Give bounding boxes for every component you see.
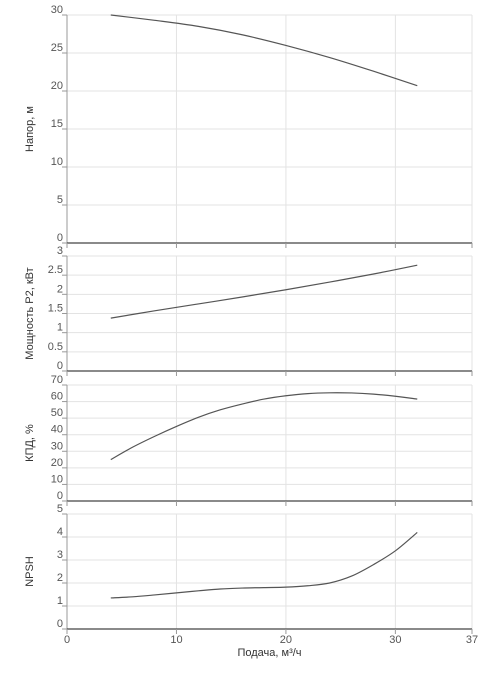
- y-tick-label: 1: [57, 595, 63, 607]
- y-tick-label: 5: [57, 194, 63, 206]
- y-tick-label: 4: [57, 526, 63, 538]
- y-tick-label: 25: [51, 42, 63, 54]
- y-tick-label: 40: [51, 424, 63, 436]
- series-line: [110, 392, 418, 461]
- y-axis-label: Мощность P2, кВт: [24, 267, 36, 359]
- y-tick-label: 50: [51, 407, 63, 419]
- y-tick-label: 70: [51, 374, 63, 386]
- series-line: [110, 14, 418, 87]
- chart-panel-3: 0 10 20 30 40 50 60 70 КПД, %: [24, 374, 473, 506]
- y-tick-label: 20: [51, 80, 63, 92]
- y-tick-label: 10: [51, 473, 63, 485]
- y-tick-label: 0.5: [48, 341, 63, 353]
- y-tick-label: 3: [57, 549, 63, 561]
- y-tick-label: 60: [51, 391, 63, 403]
- y-tick-label: 0: [57, 490, 63, 502]
- y-tick-label: 0: [57, 618, 63, 630]
- y-tick-label: 1.5: [48, 303, 63, 315]
- y-tick-label: 3: [57, 245, 63, 257]
- x-axis-label: Подача, м³/ч: [237, 647, 301, 659]
- chart-panel-4: 0 1 2 3 4 5 NPSH 0 10 20 30 37 Подача, м³/ч: [24, 503, 478, 659]
- x-tick-label: 20: [280, 634, 292, 646]
- y-tick-label: 2: [57, 572, 63, 584]
- y-axis-label: Напор, м: [24, 106, 36, 152]
- y-tick-label: 30: [51, 4, 63, 16]
- y-tick-label: 5: [57, 503, 63, 515]
- y-tick-label: 0: [57, 360, 63, 372]
- y-tick-label: 0: [57, 232, 63, 244]
- y-tick-label: 2.5: [48, 264, 63, 276]
- y-axis-label: КПД, %: [24, 424, 36, 462]
- series-line: [110, 531, 418, 599]
- x-tick-label: 0: [64, 634, 70, 646]
- y-tick-label: 2: [57, 283, 63, 295]
- x-tick-label: 30: [389, 634, 401, 646]
- chart-panel-2: 0 0.5 1 1.5 2 2.5 3 Мощность P2, кВт: [24, 245, 473, 376]
- y-tick-label: 15: [51, 118, 63, 130]
- y-axis-label: NPSH: [24, 556, 36, 587]
- y-tick-label: 10: [51, 156, 63, 168]
- y-tick-label: 1: [57, 322, 63, 334]
- y-tick-label: 30: [51, 440, 63, 452]
- series-line: [110, 264, 418, 319]
- chart-panel-1: 0 5 10 15 20 25 30 Напор, м: [24, 4, 473, 248]
- y-tick-label: 20: [51, 457, 63, 469]
- x-tick-label: 10: [170, 634, 182, 646]
- x-tick-label: 37: [466, 634, 478, 646]
